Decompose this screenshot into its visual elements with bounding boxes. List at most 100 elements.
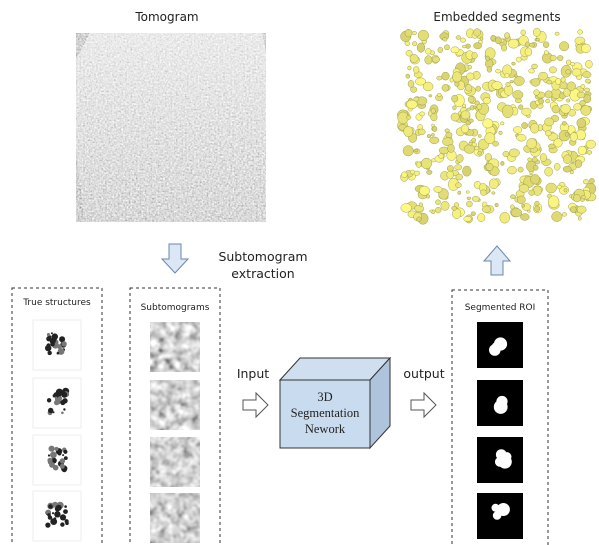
segment-blob [476, 103, 483, 110]
segment-blob [436, 75, 443, 81]
segment-blob [400, 203, 412, 213]
structure-blob [50, 451, 57, 459]
segment-blob [460, 110, 471, 120]
segment-blob [468, 118, 474, 123]
roi-blob [493, 337, 508, 351]
segment-blob [428, 94, 433, 98]
segment-blob [418, 185, 430, 196]
segment-blob [584, 78, 591, 84]
segment-blob [463, 144, 476, 154]
segment-blob [577, 29, 583, 35]
segment-blob [452, 105, 457, 110]
segment-blob [413, 66, 420, 74]
segment-blob [413, 96, 420, 102]
segment-blob [465, 84, 473, 92]
structure-blob [54, 506, 61, 512]
segment-blob [580, 84, 586, 89]
segment-blob [529, 42, 535, 48]
segment-blob [510, 208, 523, 218]
segment-blob [473, 42, 482, 50]
segment-blob [455, 35, 461, 40]
segment-blob [554, 31, 560, 36]
segment-blob [518, 104, 524, 110]
segment-blob [412, 41, 418, 47]
segment-blob [545, 130, 552, 137]
network-label: Nework [305, 422, 346, 436]
segment-blob [559, 41, 570, 52]
segment-blob [560, 104, 571, 114]
segment-blob [475, 85, 481, 92]
segment-blob [406, 115, 412, 120]
segment-blob [494, 202, 499, 207]
structure-blob [61, 391, 68, 398]
network-cube: 3D Segmentation Nework [278, 356, 392, 450]
segment-blob [498, 130, 503, 135]
tomogram-shade [76, 33, 266, 222]
segment-blob [508, 148, 520, 158]
segment-blob [451, 94, 459, 103]
segment-blob [500, 121, 505, 126]
segment-blob [466, 196, 472, 200]
segment-blob [411, 31, 417, 35]
structure-blob [59, 458, 66, 464]
segment-blob [472, 105, 477, 109]
segment-blob [585, 59, 593, 69]
segment-blob [563, 154, 572, 164]
segment-blob [430, 108, 436, 114]
segment-blob [520, 29, 526, 36]
subtomogram-image [150, 322, 200, 372]
segment-blob [565, 69, 571, 75]
segment-blob [473, 28, 481, 37]
segment-blob [566, 98, 571, 103]
segment-blob [416, 42, 426, 53]
structure-blob [47, 454, 51, 457]
segment-blob [502, 104, 514, 118]
segment-blob [509, 80, 514, 84]
segment-blob [544, 166, 553, 177]
segment-blob [581, 195, 587, 200]
segment-blob [548, 195, 560, 209]
structure-blob [63, 408, 66, 411]
segment-blob [484, 153, 492, 162]
segment-blob [576, 205, 587, 214]
segment-blob [417, 29, 429, 41]
segment-blob [482, 118, 494, 129]
segment-blob [457, 190, 462, 195]
segment-blob [462, 103, 466, 108]
segment-blob [580, 105, 592, 116]
segment-blob [514, 74, 518, 78]
subtomograms-panel [129, 287, 221, 545]
arrow-shape [482, 245, 512, 276]
down-arrow [160, 243, 190, 274]
segment-blob [544, 117, 555, 127]
segment-blob [564, 132, 569, 137]
segment-blob [445, 131, 453, 139]
segment-blob [579, 100, 586, 107]
segment-blob [521, 204, 525, 208]
segment-blob [549, 55, 557, 62]
segment-blob [527, 157, 532, 162]
extraction-label: Subtomogram [218, 249, 307, 264]
segment-blob [438, 153, 444, 159]
segment-blob [577, 145, 587, 156]
up-arrow [482, 245, 512, 276]
roi-blob [490, 348, 497, 356]
segment-blob [424, 55, 433, 65]
segment-blob [452, 71, 462, 83]
structure-blob [52, 394, 56, 398]
segment-blob [570, 132, 578, 142]
structure-blob [59, 336, 66, 343]
segment-blob [512, 90, 524, 100]
structure-blob [56, 351, 60, 355]
segment-blob [571, 68, 582, 77]
segment-blob [491, 81, 503, 90]
structure-blob [57, 344, 62, 350]
segment-blob [465, 190, 470, 194]
segment-blob [460, 37, 466, 43]
segment-blob [526, 138, 537, 150]
segment-blob [528, 189, 535, 196]
segment-blob [415, 77, 426, 86]
segment-blob [560, 76, 566, 83]
segment-blob [437, 46, 443, 53]
